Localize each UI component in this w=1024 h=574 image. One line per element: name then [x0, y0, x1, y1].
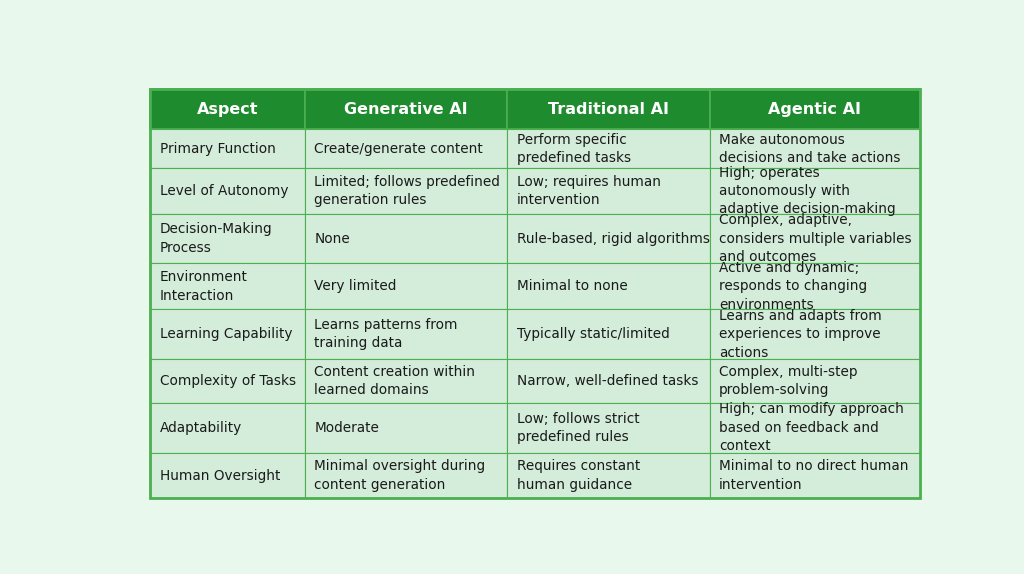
Text: Complex, multi-step
problem-solving: Complex, multi-step problem-solving	[719, 364, 858, 397]
Bar	[507, 89, 710, 129]
Bar	[151, 403, 305, 452]
Bar	[151, 359, 305, 403]
Bar	[305, 403, 507, 452]
Text: Content creation within
learned domains: Content creation within learned domains	[314, 364, 475, 397]
Bar	[507, 168, 710, 214]
Bar	[507, 403, 710, 452]
Bar	[151, 129, 305, 168]
Text: Very limited: Very limited	[314, 280, 397, 293]
Text: Create/generate content: Create/generate content	[314, 142, 483, 156]
Text: Limited; follows predefined
generation rules: Limited; follows predefined generation r…	[314, 174, 501, 207]
Bar	[710, 263, 920, 309]
Text: Decision-Making
Process: Decision-Making Process	[160, 223, 272, 255]
Text: Environment
Interaction: Environment Interaction	[160, 270, 248, 302]
Text: Generative AI: Generative AI	[344, 102, 468, 117]
Text: Level of Autonomy: Level of Autonomy	[160, 184, 288, 198]
Text: Low; requires human
intervention: Low; requires human intervention	[517, 174, 660, 207]
Bar	[507, 214, 710, 263]
Bar	[151, 452, 305, 498]
Bar	[710, 359, 920, 403]
Text: Learning Capability: Learning Capability	[160, 327, 292, 341]
Bar	[710, 309, 920, 359]
Text: Learns patterns from
training data: Learns patterns from training data	[314, 318, 458, 350]
Bar	[710, 129, 920, 168]
Bar	[305, 214, 507, 263]
Text: Rule-based, rigid algorithms: Rule-based, rigid algorithms	[517, 232, 710, 246]
Text: Primary Function: Primary Function	[160, 142, 275, 156]
Bar	[507, 452, 710, 498]
Bar	[710, 89, 920, 129]
Bar	[710, 214, 920, 263]
Text: Typically static/limited: Typically static/limited	[517, 327, 670, 341]
Text: Narrow, well-defined tasks: Narrow, well-defined tasks	[517, 374, 698, 388]
Bar	[305, 309, 507, 359]
Bar	[710, 403, 920, 452]
Text: Minimal to none: Minimal to none	[517, 280, 628, 293]
Bar	[507, 359, 710, 403]
Bar	[305, 452, 507, 498]
Text: Complexity of Tasks: Complexity of Tasks	[160, 374, 296, 388]
Bar	[305, 129, 507, 168]
Text: Human Oversight: Human Oversight	[160, 468, 281, 483]
Text: Learns and adapts from
experiences to improve
actions: Learns and adapts from experiences to im…	[719, 309, 882, 359]
Bar	[710, 168, 920, 214]
Text: None: None	[314, 232, 350, 246]
Text: Make autonomous
decisions and take actions: Make autonomous decisions and take actio…	[719, 133, 901, 165]
Text: Complex, adaptive,
considers multiple variables
and outcomes: Complex, adaptive, considers multiple va…	[719, 214, 911, 264]
Bar	[151, 214, 305, 263]
Bar	[710, 452, 920, 498]
Bar	[151, 168, 305, 214]
Text: Minimal oversight during
content generation: Minimal oversight during content generat…	[314, 459, 485, 492]
Bar	[305, 168, 507, 214]
Text: Low; follows strict
predefined rules: Low; follows strict predefined rules	[517, 412, 640, 444]
Text: Perform specific
predefined tasks: Perform specific predefined tasks	[517, 133, 631, 165]
Bar	[151, 89, 305, 129]
Text: High; operates
autonomously with
adaptive decision-making: High; operates autonomously with adaptiv…	[719, 165, 896, 216]
Bar	[507, 263, 710, 309]
Text: Requires constant
human guidance: Requires constant human guidance	[517, 459, 640, 492]
Bar	[507, 129, 710, 168]
Text: Active and dynamic;
responds to changing
environments: Active and dynamic; responds to changing…	[719, 261, 867, 312]
Bar	[151, 263, 305, 309]
Text: Aspect: Aspect	[197, 102, 258, 117]
Bar	[305, 89, 507, 129]
Bar	[305, 359, 507, 403]
Text: Moderate: Moderate	[314, 421, 379, 435]
Bar	[151, 309, 305, 359]
Text: High; can modify approach
based on feedback and
context: High; can modify approach based on feedb…	[719, 402, 904, 453]
Text: Adaptability: Adaptability	[160, 421, 242, 435]
Text: Traditional AI: Traditional AI	[548, 102, 669, 117]
Bar	[507, 309, 710, 359]
Text: Minimal to no direct human
intervention: Minimal to no direct human intervention	[719, 459, 908, 492]
Text: Agentic AI: Agentic AI	[768, 102, 861, 117]
Bar	[305, 263, 507, 309]
